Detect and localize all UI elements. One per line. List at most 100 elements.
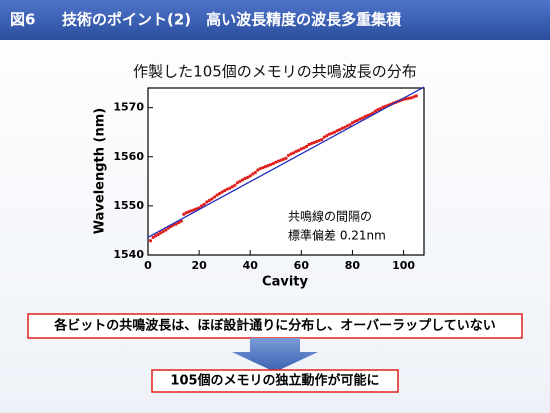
data-point — [271, 162, 275, 166]
x-tick-label: 80 — [345, 259, 361, 272]
data-point — [407, 96, 411, 100]
data-point — [340, 126, 344, 130]
data-point — [202, 202, 206, 207]
data-point — [361, 116, 365, 120]
data-point — [304, 144, 309, 149]
data-point — [292, 151, 296, 155]
data-point — [414, 94, 418, 98]
data-point — [164, 228, 168, 232]
x-tick-label: 100 — [392, 259, 415, 272]
annotation: 標準偏差 0.21nm — [288, 228, 386, 243]
header-bar — [0, 0, 550, 40]
data-point — [212, 195, 217, 199]
result: 105個のメモリの独立動作が可能に — [170, 373, 379, 389]
data-point — [192, 208, 196, 212]
data-point — [345, 124, 349, 128]
data-point — [194, 207, 199, 211]
data-point — [217, 192, 222, 196]
x-tick-label: 0 — [144, 259, 152, 272]
data-point — [286, 153, 291, 157]
data-point — [312, 140, 316, 145]
data-point — [299, 147, 303, 151]
data-point — [404, 97, 408, 101]
data-point — [256, 168, 260, 172]
conclusion: 各ビットの共鳴波長は、ほぼ設計通りに分布し、オーバーラップしていない — [53, 318, 495, 334]
data-point — [233, 183, 237, 187]
data-point — [230, 185, 234, 189]
data-point — [284, 156, 288, 160]
data-point — [228, 186, 232, 190]
data-point — [335, 129, 339, 133]
data-point — [412, 95, 416, 99]
data-point — [343, 125, 347, 129]
data-point — [330, 131, 334, 135]
data-point — [294, 149, 298, 153]
data-point — [156, 232, 160, 236]
y-tick-label: 1570 — [113, 101, 144, 114]
data-point — [289, 152, 293, 156]
data-point — [276, 159, 280, 163]
data-point — [266, 164, 270, 168]
data-point — [297, 148, 301, 152]
data-point — [151, 235, 155, 239]
data-point — [200, 204, 204, 208]
data-point — [409, 96, 413, 100]
data-point — [322, 135, 326, 139]
data-point — [320, 137, 324, 142]
plot-frame — [147, 87, 425, 256]
data-point — [161, 229, 165, 234]
x-tick-label: 60 — [294, 259, 310, 272]
data-point — [174, 222, 178, 226]
data-point — [207, 198, 211, 203]
result-box — [151, 369, 399, 393]
data-point — [248, 174, 252, 178]
conclusion-box — [27, 313, 523, 339]
annotation: 共鳴線の間隔の — [288, 209, 372, 224]
data-point — [215, 193, 219, 197]
y-axis-label: Wavelength (nm) — [93, 108, 108, 234]
data-point — [353, 119, 357, 123]
data-point — [366, 113, 370, 118]
data-point — [223, 189, 227, 193]
chart-title: 作製した105個のメモリの共鳴波長の分布 — [133, 63, 417, 81]
header-title: 技術のポイント(2) 高い波長精度の波長多重集積 — [62, 11, 402, 29]
data-point — [309, 141, 314, 146]
data-point — [220, 190, 224, 194]
data-point — [381, 105, 385, 109]
data-point — [148, 239, 153, 243]
data-point — [240, 178, 245, 182]
data-point — [184, 211, 188, 215]
data-point — [251, 172, 255, 176]
data-point — [327, 132, 332, 136]
x-tick-label: 40 — [243, 259, 259, 272]
data-point — [376, 108, 380, 112]
data-point — [355, 118, 360, 123]
data-point — [253, 170, 257, 175]
data-point — [159, 231, 163, 235]
data-point — [315, 139, 319, 144]
data-point — [332, 130, 337, 134]
y-tick-label: 1540 — [113, 248, 144, 261]
data-point — [307, 142, 311, 147]
data-point — [348, 123, 352, 127]
data-point — [373, 109, 378, 113]
data-point — [225, 187, 229, 191]
data-point — [235, 181, 240, 185]
data-point — [238, 179, 242, 183]
data-point — [261, 165, 265, 170]
data-point — [258, 166, 263, 171]
data-point — [378, 107, 383, 111]
data-point — [154, 234, 158, 238]
data-point — [263, 164, 268, 169]
data-point — [279, 158, 283, 162]
data-point — [317, 138, 321, 143]
data-point — [338, 128, 342, 132]
data-point — [182, 212, 186, 216]
data-point — [205, 200, 209, 204]
data-point — [187, 210, 191, 214]
data-point — [363, 114, 367, 119]
data-point — [269, 163, 273, 167]
x-tick-label: 20 — [191, 259, 207, 272]
y-tick-label: 1550 — [113, 199, 144, 212]
figure-label: 図6 — [10, 11, 35, 29]
